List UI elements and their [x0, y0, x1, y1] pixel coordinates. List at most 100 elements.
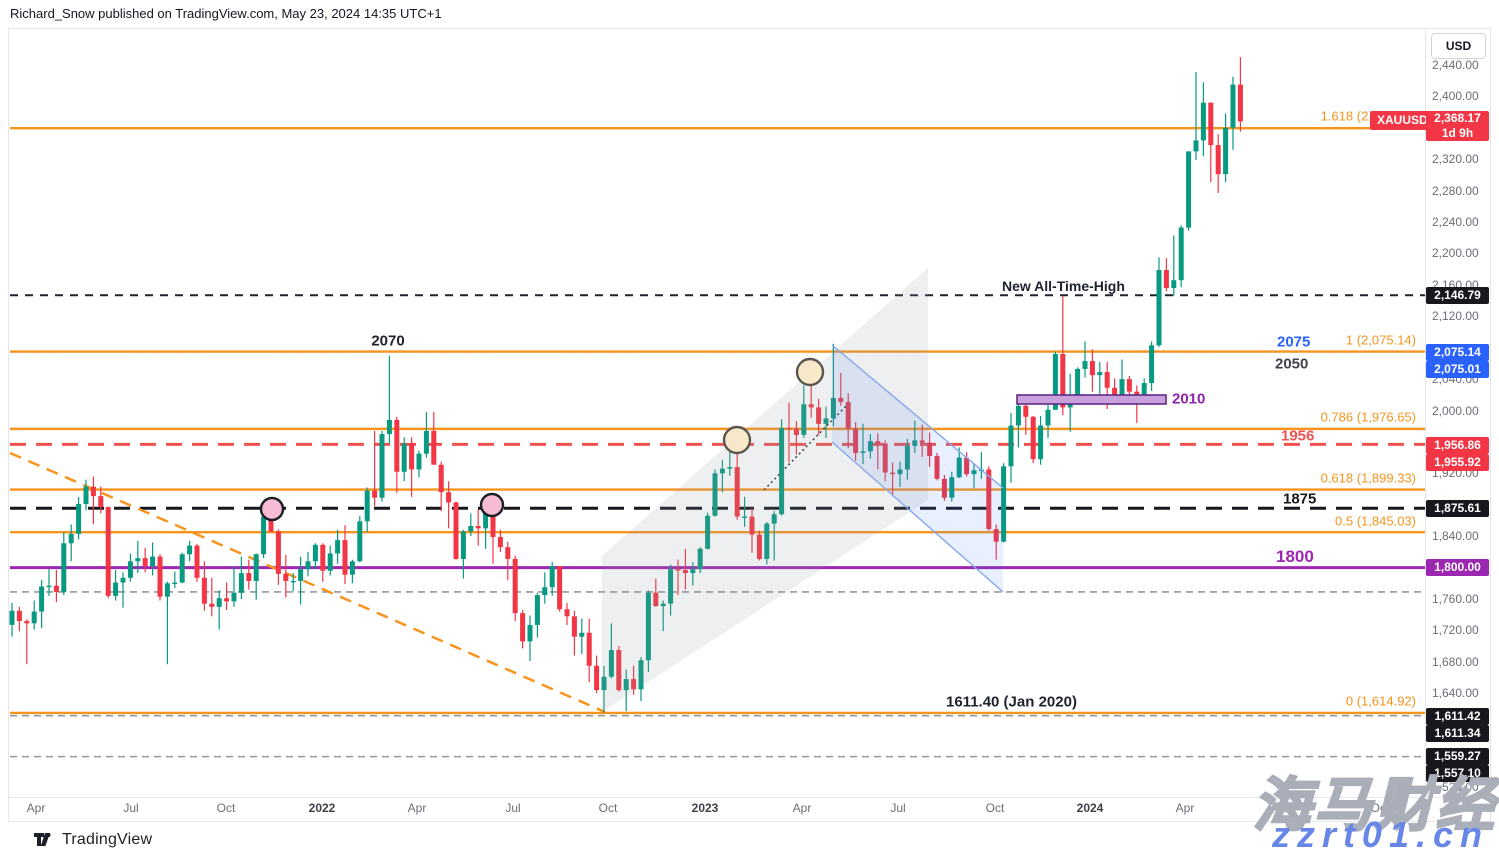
candle-body — [90, 486, 96, 497]
candle-body — [867, 441, 873, 452]
candle-body — [275, 531, 281, 574]
candle-body — [727, 467, 733, 469]
candle-body — [1171, 280, 1177, 289]
marker-circle-2 — [722, 425, 752, 455]
ascending-channel — [602, 268, 928, 712]
watermark-cn: 海马财经 — [1252, 772, 1497, 840]
marker-circle-3 — [795, 357, 825, 387]
candle-body — [845, 401, 851, 429]
candle-body — [927, 442, 933, 457]
candle-body — [1119, 379, 1125, 397]
candle-body — [68, 533, 74, 544]
zone-box-2010 — [1016, 394, 1167, 405]
candle-body — [16, 610, 22, 621]
candle-body — [557, 566, 563, 610]
descending-dashed-trendline — [9, 451, 606, 714]
candle-body — [623, 679, 629, 691]
tradingview-logo[interactable]: TradingView — [34, 831, 152, 849]
candle-body — [327, 553, 333, 571]
candle-body — [742, 516, 748, 518]
descending-channel — [832, 345, 1003, 592]
candle-body — [808, 404, 814, 408]
candle-body — [564, 609, 570, 617]
candle-body — [372, 490, 378, 498]
candle-body — [1038, 425, 1044, 460]
candle-body — [779, 427, 785, 515]
candle-body — [468, 525, 474, 532]
candle-body — [1141, 383, 1147, 401]
candle-body — [39, 586, 45, 612]
candle-body — [712, 473, 718, 516]
candle-body — [335, 540, 341, 554]
candle-body — [816, 407, 822, 424]
candle-body — [542, 587, 548, 596]
candle-body — [1008, 425, 1014, 467]
candle-body — [46, 585, 52, 588]
candle-body — [120, 577, 126, 583]
candle-body — [1023, 405, 1029, 417]
candle-body — [1104, 372, 1110, 388]
candle-body — [98, 496, 104, 508]
candle-body — [209, 603, 215, 607]
candle-body — [246, 573, 252, 581]
candle-body — [1075, 368, 1081, 395]
candle-body — [157, 556, 163, 597]
candle-body — [875, 441, 881, 444]
candle-body — [956, 457, 962, 478]
candle-body — [1186, 151, 1192, 228]
descending-channel-edge — [831, 441, 1004, 593]
candle-body — [268, 516, 274, 532]
candle-body — [1237, 84, 1243, 122]
time-axis-separator — [8, 797, 1491, 798]
candle-body — [705, 515, 711, 549]
candle-body — [76, 503, 82, 534]
candle-body — [423, 430, 429, 454]
candle-body — [971, 470, 977, 475]
candle-body — [1052, 353, 1058, 410]
candle-body — [1001, 466, 1007, 542]
candle-body — [823, 418, 829, 424]
candle-body — [505, 547, 511, 559]
candle-body — [1015, 405, 1021, 426]
candle-body — [749, 516, 755, 535]
candle-body — [690, 569, 696, 574]
mini-dotted-trendline — [763, 400, 852, 491]
candle-body — [653, 592, 659, 607]
candle-body — [135, 558, 141, 562]
candle-body — [127, 561, 133, 578]
price-axis[interactable] — [1425, 29, 1499, 797]
candle-body — [290, 580, 296, 583]
candle-body — [364, 490, 370, 522]
candle-body — [9, 610, 15, 625]
candle-body — [150, 556, 156, 567]
candle-body — [897, 469, 903, 475]
candle-body — [1223, 127, 1229, 175]
candle-body — [349, 561, 355, 575]
candle-body — [231, 592, 237, 602]
candle-body — [1045, 409, 1051, 426]
time-axis[interactable] — [8, 797, 1425, 823]
candle-body — [61, 543, 67, 592]
candle-body — [616, 650, 622, 691]
candle-body — [734, 467, 740, 517]
candle-body — [483, 511, 489, 529]
marker-circle-1 — [479, 492, 505, 518]
candle-body — [24, 620, 30, 624]
candle-body — [1163, 269, 1169, 289]
price-axis-separator — [1425, 29, 1426, 797]
candle-body — [1126, 379, 1132, 392]
candle-body — [401, 443, 407, 472]
candle-body — [756, 534, 762, 559]
candle-body — [1089, 361, 1095, 376]
candle-body — [1208, 102, 1214, 146]
candle-body — [527, 624, 533, 642]
candle-body — [608, 650, 614, 677]
candle-body — [890, 472, 896, 475]
candle-body — [838, 397, 844, 402]
candle-body — [379, 434, 385, 498]
candle-body — [1082, 361, 1088, 369]
candle-body — [1030, 416, 1036, 460]
candle-body — [860, 451, 866, 453]
candle-body — [601, 676, 607, 691]
